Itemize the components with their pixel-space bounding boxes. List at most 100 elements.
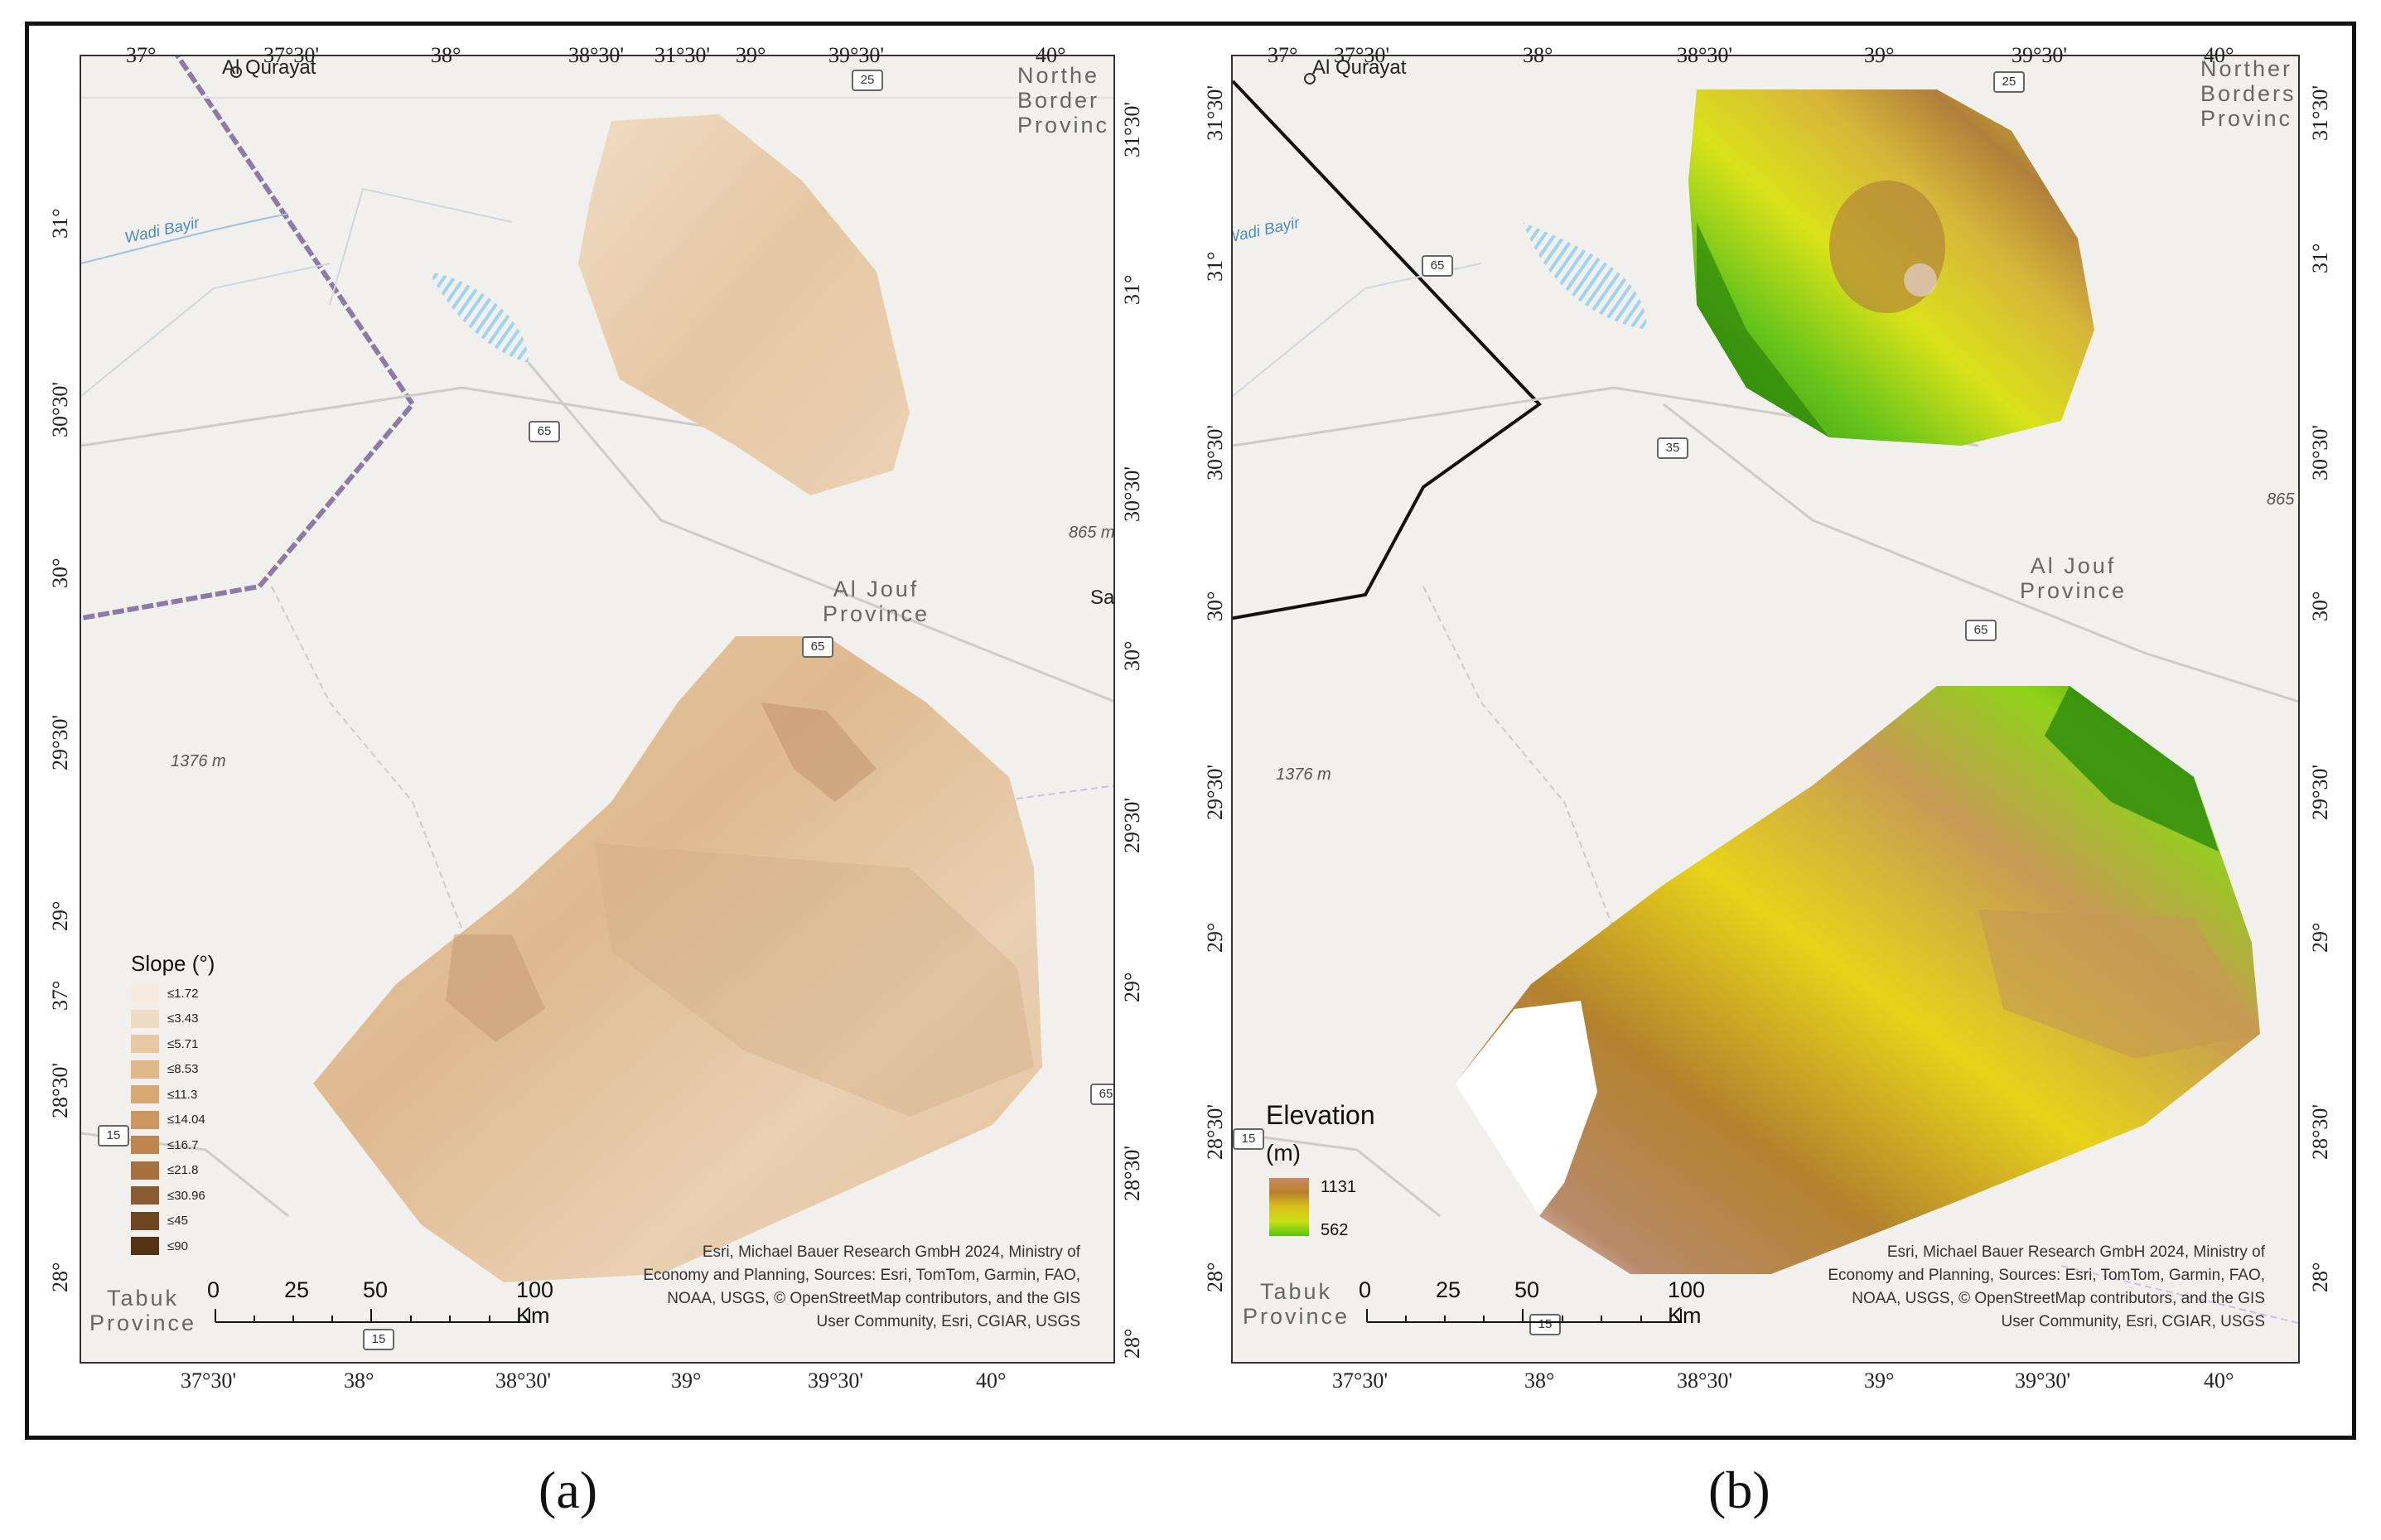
legend-swatch xyxy=(131,1161,159,1180)
scale-label-100: 100 Km xyxy=(1668,1277,1706,1328)
slope-raster-north xyxy=(578,114,910,495)
city-label-al-qurayat: Al Qurayat xyxy=(1312,56,1407,79)
scale-label-50: 50 xyxy=(363,1277,389,1302)
city-marker xyxy=(1304,73,1316,84)
slope-legend-item: ≤3.43 xyxy=(131,1009,199,1028)
left-tick: 28°30' xyxy=(1203,1103,1227,1160)
legend-label: ≤30.96 xyxy=(167,1188,205,1203)
right-tick: 29° xyxy=(2308,922,2332,953)
scale-label-25: 25 xyxy=(1436,1277,1461,1302)
bottom-tick: 39°30' xyxy=(808,1369,864,1393)
border-line xyxy=(81,56,416,621)
right-tick: 28° xyxy=(1120,1328,1144,1359)
right-tick: 31°30' xyxy=(1120,101,1144,157)
peak-label-865: 865 xyxy=(2267,490,2295,509)
slope-legend-title: Slope (°) xyxy=(131,951,215,976)
legend-label: ≤14.04 xyxy=(167,1113,205,1127)
road-shield: 35 xyxy=(1657,437,1688,459)
slope-legend-item: ≤30.96 xyxy=(131,1186,205,1204)
scale-label-0: 0 xyxy=(207,1277,220,1302)
top-tick: 39° xyxy=(1864,43,1895,67)
road-shield: 65 xyxy=(529,421,560,442)
road-shield: 25 xyxy=(852,70,883,91)
left-tick: 30°30' xyxy=(48,381,72,437)
top-tick: 38° xyxy=(1523,43,1553,67)
peak-label-1376: 1376 m xyxy=(171,752,226,770)
road-shield: 15 xyxy=(1529,1314,1561,1335)
map-attribution: Esri, Michael Bauer Research GmbH 2024, … xyxy=(1828,1243,2265,1330)
top-tick: 31°30' xyxy=(654,43,711,67)
panel-a-basemap xyxy=(81,56,1113,1282)
right-tick: 29°30' xyxy=(2308,764,2332,820)
slope-legend-item: ≤11.3 xyxy=(131,1085,197,1103)
bottom-tick: 38° xyxy=(344,1369,374,1393)
right-tick: 30° xyxy=(1120,640,1144,671)
legend-swatch xyxy=(131,1136,159,1154)
scale-label-25: 25 xyxy=(284,1277,310,1302)
province-label-northern-borders: Norther Borders Provinc xyxy=(2200,56,2296,131)
legend-label: ≤16.7 xyxy=(167,1137,199,1152)
panel-b-basemap xyxy=(1233,80,2298,1325)
map-attribution: Esri, Michael Bauer Research GmbH 2024, … xyxy=(643,1243,1080,1330)
left-tick: 30° xyxy=(48,558,72,588)
bottom-tick: 38° xyxy=(1524,1369,1555,1393)
slope-legend-item: ≤21.8 xyxy=(131,1161,198,1180)
panel-a-slope-map: Al Qurayat Northe Border Provinc Al Jouf… xyxy=(80,55,1115,1364)
top-tick: 39°30' xyxy=(2012,43,2068,67)
road-shield: 65 xyxy=(1422,255,1453,277)
legend-swatch xyxy=(131,1085,159,1103)
right-tick: 31° xyxy=(2308,243,2332,273)
left-tick: 37° xyxy=(48,980,72,1011)
left-tick: 29°30' xyxy=(1203,764,1227,820)
slope-legend-item: ≤1.72 xyxy=(131,984,198,1002)
right-tick: 28°30' xyxy=(2308,1103,2332,1160)
left-tick: 31° xyxy=(1203,251,1227,282)
legend-swatch xyxy=(131,1009,159,1028)
right-tick: 30°30' xyxy=(1120,466,1144,522)
peak-label-865: 865 m xyxy=(1069,524,1115,542)
elevation-peak-white xyxy=(1455,1001,1597,1216)
salt-flat xyxy=(1523,222,1647,330)
top-tick: 37°30' xyxy=(1334,43,1390,67)
bottom-tick: 37°30' xyxy=(181,1369,237,1393)
province-label-tabuk: Tabuk Province xyxy=(1243,1279,1350,1329)
salt-flat xyxy=(429,272,529,363)
panel-b-elevation-map: Al Qurayat Norther Borders Provinc Al Jo… xyxy=(1231,55,2300,1364)
scale-label-100: 100 Km xyxy=(516,1277,554,1328)
top-tick: 37°30' xyxy=(263,43,320,67)
road-shield: 65 xyxy=(1965,620,1997,641)
elevation-raster-south xyxy=(1455,686,2260,1274)
city-label-sa: Sa xyxy=(1090,587,1115,609)
legend-label: ≤1.72 xyxy=(167,986,199,1001)
legend-label: ≤45 xyxy=(167,1214,188,1228)
legend-label: ≤3.43 xyxy=(167,1011,199,1026)
left-tick: 29° xyxy=(48,900,72,931)
scale-bar: 0 25 50 100 Km xyxy=(1359,1277,1705,1328)
province-label-tabuk: Tabuk Province xyxy=(89,1286,197,1335)
elevation-legend-title: Elevation xyxy=(1266,1100,1375,1130)
right-tick: 30°30' xyxy=(2308,424,2332,480)
legend-label: ≤5.71 xyxy=(167,1036,199,1051)
top-tick: 40° xyxy=(2204,43,2234,67)
slope-legend-item: ≤8.53 xyxy=(131,1060,198,1079)
scale-bar-ruler xyxy=(215,1309,530,1323)
bottom-tick: 39°30' xyxy=(2015,1369,2071,1393)
elevation-min-label: 562 xyxy=(1321,1221,1349,1239)
bottom-tick: 38°30' xyxy=(1677,1369,1733,1393)
slope-legend-item: ≤5.71 xyxy=(131,1035,198,1053)
elevation-max-label: 1131 xyxy=(1321,1178,1357,1196)
left-tick: 28° xyxy=(48,1262,72,1292)
legend-swatch xyxy=(131,1186,159,1204)
left-tick: 30° xyxy=(1203,591,1227,621)
elevation-color-ramp xyxy=(1269,1178,1309,1236)
road-shield: 65 xyxy=(802,636,833,658)
caption-a: (a) xyxy=(539,1460,598,1519)
slope-legend-item: ≤16.7 xyxy=(131,1136,198,1154)
top-tick: 37° xyxy=(1268,43,1298,67)
slope-legend-item: ≤14.04 xyxy=(131,1110,205,1129)
bottom-tick: 40° xyxy=(976,1369,1007,1393)
caption-b: (b) xyxy=(1708,1460,1770,1519)
border-line xyxy=(1233,80,1543,620)
scale-label-0: 0 xyxy=(1359,1277,1372,1302)
right-tick: 29° xyxy=(1120,972,1144,1002)
